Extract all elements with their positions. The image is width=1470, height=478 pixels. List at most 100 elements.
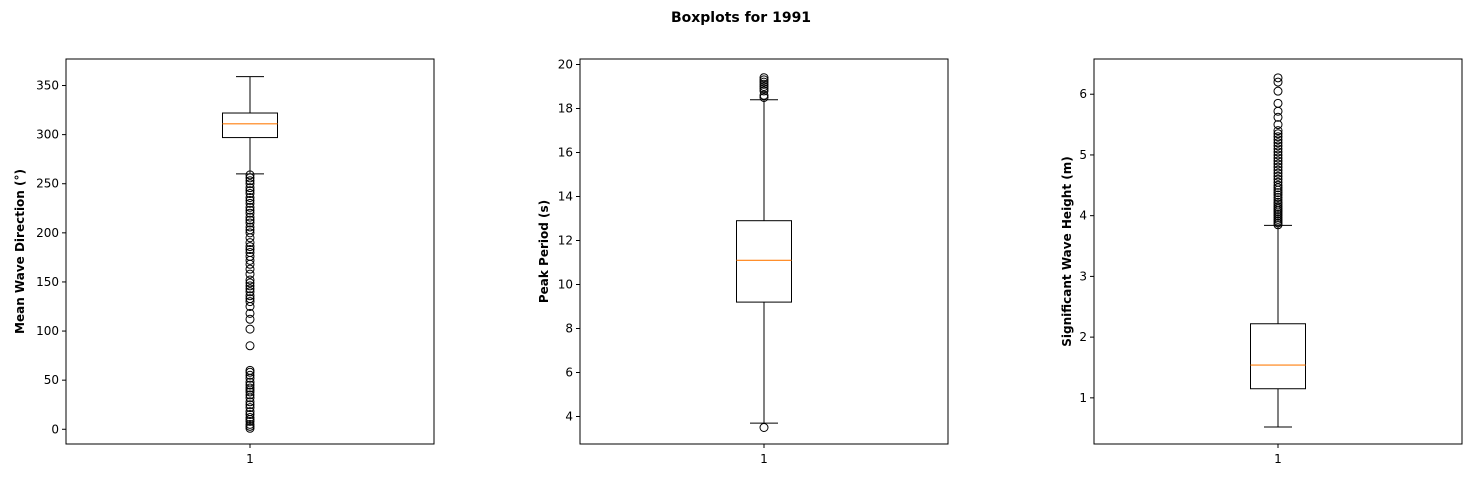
outlier-point [245, 225, 255, 235]
iqr-box [736, 220, 792, 303]
y-tick-label: 16 [558, 146, 573, 160]
outlier-point [245, 407, 255, 417]
outlier-point [245, 281, 255, 291]
outlier-point [1273, 135, 1283, 145]
outlier-point [245, 186, 255, 196]
outlier-point [245, 380, 255, 390]
axes-frame [65, 58, 435, 445]
axes-frame [579, 58, 949, 445]
outlier-point [1273, 141, 1283, 151]
outlier-point [1273, 180, 1283, 190]
outlier-point [1273, 168, 1283, 178]
outlier-point [759, 82, 769, 91]
x-tick-label: 1 [1274, 452, 1282, 466]
outlier-point [759, 77, 769, 87]
outlier-point [245, 170, 255, 180]
outlier-point [245, 195, 255, 205]
y-tick-label: 150 [36, 275, 59, 289]
y-tick-label: 200 [36, 226, 59, 240]
y-tick-label: 100 [36, 324, 59, 338]
outlier-point [245, 314, 255, 324]
outlier-point [245, 173, 255, 183]
outlier-point [1273, 120, 1283, 130]
y-axis-label: Significant Wave Height (m) [1060, 156, 1074, 346]
outlier-point [759, 75, 769, 85]
y-tick-label: 2 [1079, 330, 1087, 344]
y-axis-label: Mean Wave Direction (°) [13, 169, 27, 334]
outlier-point [1273, 162, 1283, 172]
axes-frame [1093, 58, 1463, 445]
iqr-box [222, 112, 278, 139]
outlier-point [759, 93, 769, 102]
outlier-point [1273, 73, 1283, 83]
subplot-1: 0 50 100 150 200 250 300 350 1 Mean Wave Directio… [13, 58, 435, 466]
outlier-point [1273, 77, 1283, 87]
outlier-point [245, 400, 255, 410]
outlier-point [1273, 147, 1283, 157]
outlier-point [245, 397, 255, 407]
outlier-point [1273, 174, 1283, 184]
outlier-point [1273, 183, 1283, 193]
outlier-point [245, 247, 255, 257]
outlier-point [245, 383, 255, 393]
outlier-point [245, 412, 255, 422]
outlier-point [759, 79, 769, 89]
outlier-point [1273, 192, 1283, 202]
outlier-point [245, 179, 255, 189]
y-tick-label: 250 [36, 177, 59, 191]
y-axis-label: Peak Period (s) [537, 200, 551, 303]
x-tick-label: 1 [246, 452, 254, 466]
outlier-point [759, 423, 769, 432]
outlier-point [245, 287, 255, 297]
outlier-point [245, 176, 255, 186]
outlier-point [1273, 86, 1283, 96]
outlier-point [245, 212, 255, 222]
outlier-point [245, 218, 255, 228]
outlier-point [245, 222, 255, 232]
outlier-point [245, 189, 255, 199]
outlier-point [245, 297, 255, 307]
outlier-point [245, 278, 255, 288]
outlier-point [1273, 195, 1283, 205]
outlier-point [245, 264, 255, 274]
subplot-3: 1 2 3 4 5 6 1 Significant Wave Height (m) [1060, 58, 1463, 466]
outlier-point [1273, 138, 1283, 148]
y-tick-label: 10 [558, 278, 573, 292]
outlier-point [245, 228, 255, 238]
outlier-point [245, 205, 255, 215]
y-tick-label: 3 [1079, 269, 1087, 283]
outlier-point [245, 215, 255, 225]
iqr-box [1250, 323, 1306, 390]
outlier-point [1273, 159, 1283, 169]
outlier-point [245, 403, 255, 413]
outlier-point [759, 86, 769, 96]
outlier-point [245, 208, 255, 218]
y-tick-label: 0 [51, 422, 59, 436]
y-tick-label: 350 [36, 79, 59, 93]
y-tick-label: 12 [558, 234, 573, 248]
outlier-point [1273, 132, 1283, 142]
outlier-point [245, 183, 255, 193]
outlier-point [245, 410, 255, 420]
outlier-point [759, 84, 769, 94]
y-tick-label: 20 [558, 58, 573, 72]
outlier-point [245, 238, 255, 248]
outlier-point [245, 242, 255, 252]
outlier-point [245, 377, 255, 387]
y-tick-label: 6 [565, 366, 573, 380]
outlier-point [1273, 188, 1283, 198]
outlier-point [1273, 153, 1283, 163]
outlier-point [1273, 197, 1283, 207]
figure-title: Boxplots for 1991 [671, 10, 811, 26]
outlier-point [1273, 156, 1283, 166]
outlier-point [245, 341, 255, 351]
outlier-point [245, 294, 255, 304]
outlier-point [245, 202, 255, 212]
outlier-point [245, 365, 255, 375]
outlier-point [759, 90, 769, 100]
outlier-point [1273, 112, 1283, 122]
outlier-point [1273, 171, 1283, 181]
subplot-2: 4 6 8 10 12 14 16 18 20 1 Peak Period (s) [537, 58, 949, 466]
outlier-point [1273, 106, 1283, 116]
